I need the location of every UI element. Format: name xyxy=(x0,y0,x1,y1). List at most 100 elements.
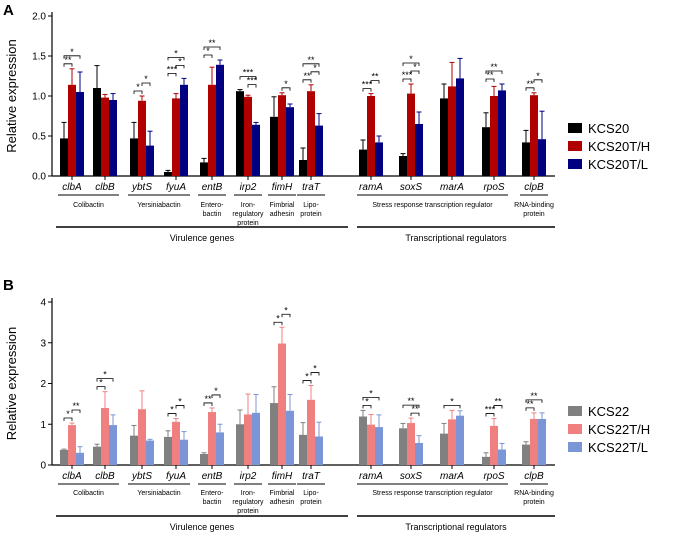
panel-a-bar-kcs20t-h xyxy=(307,91,315,176)
panel-b-gene-label: clbB xyxy=(95,471,115,482)
panel-b-gene-label: clbA xyxy=(62,471,82,482)
panel-b-legend-swatch xyxy=(568,424,582,434)
panel-a-significance-bracket xyxy=(141,82,151,86)
panel-b-gene-label: fimH xyxy=(272,471,293,482)
panel-a-significance-mark: * xyxy=(206,46,210,56)
panel-a-bar-kcs20t-l xyxy=(216,64,224,176)
panel-b-gene-label: entB xyxy=(202,471,223,482)
panel-a-significance-mark: *** xyxy=(362,80,373,90)
panel-a-group-label: Colibactin xyxy=(73,202,104,209)
panel-a-legend-entry: KCS20T/L xyxy=(588,157,648,172)
panel-b-bar-kcs22t-l xyxy=(538,418,546,465)
panel-b-class-label: Transcriptional regulators xyxy=(405,522,507,532)
panel-a-bar-kcs20t-l xyxy=(286,107,294,176)
panel-b-gene-label: marA xyxy=(440,471,464,482)
panel-b-bar-kcs22t-l xyxy=(109,425,117,465)
panel-b-significance-mark: * xyxy=(99,378,103,388)
panel-a-bar-kcs20t-h xyxy=(407,93,415,176)
panel-a-bar-kcs20 xyxy=(60,138,68,176)
panel-b-significance-bracket xyxy=(402,404,420,409)
panel-b-gene-label: rpoS xyxy=(483,471,504,482)
panel-b-gene-label: ybtS xyxy=(131,471,152,482)
panel-a-significance-mark: * xyxy=(70,47,74,57)
panel-a-class-label: Transcriptional regulators xyxy=(405,233,507,243)
panel-a-significance-bracket xyxy=(302,79,312,83)
panel-a-significance-bracket xyxy=(203,46,221,50)
panel-a-significance-mark: * xyxy=(178,56,182,66)
panel-b-significance-mark: * xyxy=(66,409,70,419)
panel-a-significance-bracket xyxy=(402,78,412,82)
panel-b-bar-kcs22t-l xyxy=(456,415,464,465)
panel-b-legend-entry: KCS22 xyxy=(588,404,629,419)
panel-b-significance-bracket xyxy=(362,404,372,409)
panel-b-bar-kcs22t-h xyxy=(448,419,456,465)
panel-a-bar-kcs20t-l xyxy=(538,139,546,176)
panel-b-bar-kcs22 xyxy=(270,403,278,465)
panel-a-y-tick-label: 0.5 xyxy=(32,132,46,143)
panel-a-legend-swatch xyxy=(568,123,582,133)
panel-b-gene-label: ramA xyxy=(359,471,383,482)
panel-b-significance-bracket xyxy=(281,313,291,318)
panel-b-significance-mark: ** xyxy=(204,394,212,404)
panel-b-significance-mark: * xyxy=(178,397,182,407)
panel-b-significance-mark: * xyxy=(214,386,218,396)
panel-a-significance-bracket xyxy=(302,63,320,67)
panel-a-significance-mark: * xyxy=(413,62,417,72)
panel-b-significance-bracket xyxy=(96,378,114,382)
panel-b-bar-kcs22t-l xyxy=(315,436,323,465)
panel-b-y-axis-label: Relative expression xyxy=(4,327,19,440)
panel-b-bar-kcs22t-l xyxy=(216,432,224,465)
panel-a-bar-kcs20 xyxy=(200,162,208,176)
panel-a-significance-bracket xyxy=(63,55,81,59)
panel-b-significance-bracket xyxy=(410,412,420,417)
panel-b-bar-kcs22t-h xyxy=(138,409,146,465)
panel-b-bar-kcs22 xyxy=(164,436,172,465)
panel-b-y-tick-label: 3 xyxy=(40,338,46,349)
panel-b-bar-kcs22 xyxy=(130,435,138,465)
panel-a-group-label: RNA-binding protein xyxy=(514,202,554,218)
panel-a-bar-kcs20 xyxy=(236,91,244,176)
panel-a-bar-kcs20 xyxy=(399,156,407,176)
panel-a-significance-bracket xyxy=(410,70,420,74)
panel-b-significance-bracket xyxy=(493,405,503,409)
panel-a-group-label: Yersiniabactin xyxy=(137,202,180,209)
panel-a-significance-mark: *** xyxy=(402,70,413,80)
panel-b-significance-bracket xyxy=(203,402,213,406)
panel-a-bar-kcs20t-h xyxy=(172,98,180,176)
panel-a-significance-bracket xyxy=(239,76,257,80)
panel-a-significance-bracket xyxy=(533,79,543,83)
panel-b-gene-label: clpB xyxy=(524,471,544,482)
panel-a-significance-mark: * xyxy=(313,63,317,73)
panel-a-bar-kcs20 xyxy=(270,116,278,176)
panel-a-significance-bracket xyxy=(175,65,185,69)
panel-b-bar-kcs22t-l xyxy=(498,449,506,465)
panel-a-gene-label: fimH xyxy=(272,182,293,193)
panel-a-bar-kcs20 xyxy=(440,98,448,176)
panel-b-significance-mark: *** xyxy=(485,405,496,415)
panel-b-legend-swatch xyxy=(568,442,582,452)
panel-b-legend-swatch xyxy=(568,406,582,416)
panel-b-class-label: Virulence genes xyxy=(170,522,235,532)
panel-b-significance-mark: * xyxy=(276,313,280,323)
panel-a-bar-kcs20t-h xyxy=(68,84,76,176)
panel-b-significance-bracket xyxy=(525,399,543,403)
panel-b-significance-bracket xyxy=(362,396,380,401)
panel-b-bar-kcs22 xyxy=(299,434,307,465)
panel-a-bar-kcs20 xyxy=(93,88,101,176)
panel-a-significance-mark: * xyxy=(144,74,148,84)
panel-b-legend-entry: KCS22T/H xyxy=(588,422,650,437)
panel-b-bar-kcs22 xyxy=(440,433,448,465)
panel-a-gene-label: entB xyxy=(202,182,223,193)
panel-a-significance-bracket xyxy=(63,63,73,67)
panel-a-bar-kcs20t-l xyxy=(456,78,464,176)
panel-a-significance-bracket xyxy=(310,71,320,75)
panel-b-group-label: RNA-binding protein xyxy=(514,490,554,506)
panel-a-bar-kcs20t-h xyxy=(244,96,252,176)
panel-a-legend-entry: KCS20 xyxy=(588,121,629,136)
panel-b-bar-kcs22t-h xyxy=(407,423,415,465)
panel-b-bar-kcs22t-h xyxy=(101,407,109,465)
panel-b-bar-kcs22 xyxy=(359,416,367,465)
panel-a-bar-kcs20t-l xyxy=(146,145,154,176)
panel-a-bar-kcs20 xyxy=(164,172,172,176)
panel-a-gene-label: clbA xyxy=(62,182,82,193)
